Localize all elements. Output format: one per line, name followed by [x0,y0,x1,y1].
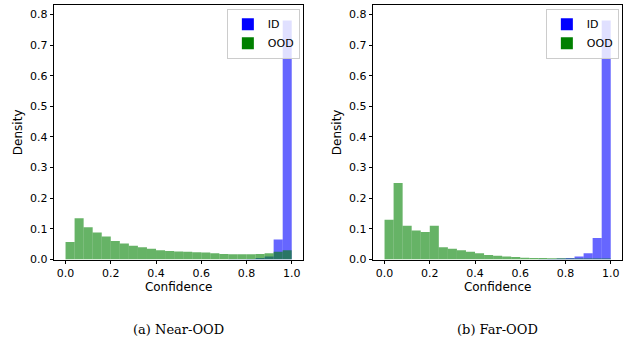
svg-text:1.0: 1.0 [602,267,620,280]
svg-text:0.6: 0.6 [30,70,48,83]
svg-text:0.1: 0.1 [30,223,48,236]
svg-text:0.4: 0.4 [349,131,367,144]
svg-text:Confidence: Confidence [145,280,212,294]
svg-text:0.6: 0.6 [193,267,211,280]
svg-text:OOD: OOD [268,37,294,50]
svg-text:0.4: 0.4 [30,131,48,144]
svg-text:0.2: 0.2 [421,267,439,280]
svg-text:1.0: 1.0 [283,267,301,280]
svg-text:0.4: 0.4 [466,267,484,280]
svg-text:0.8: 0.8 [30,8,48,21]
svg-text:Confidence: Confidence [464,280,531,294]
svg-text:0.1: 0.1 [349,223,367,236]
svg-text:0.2: 0.2 [30,192,48,205]
svg-text:0.2: 0.2 [102,267,120,280]
svg-text:ID: ID [268,18,280,31]
svg-text:(a) Near-OOD: (a) Near-OOD [133,322,224,337]
svg-text:0.0: 0.0 [30,253,48,266]
svg-text:0.7: 0.7 [349,39,367,52]
svg-text:0.3: 0.3 [30,161,48,174]
svg-text:0.2: 0.2 [349,192,367,205]
svg-text:ID: ID [587,18,599,31]
svg-text:0.0: 0.0 [57,267,75,280]
svg-text:0.0: 0.0 [376,267,394,280]
svg-text:0.3: 0.3 [349,161,367,174]
svg-text:OOD: OOD [587,37,613,50]
svg-text:0.4: 0.4 [147,267,165,280]
svg-text:Density: Density [330,110,344,156]
svg-text:(b) Far-OOD: (b) Far-OOD [457,322,538,337]
svg-text:0.8: 0.8 [557,267,575,280]
svg-text:0.6: 0.6 [349,70,367,83]
svg-text:0.7: 0.7 [30,39,48,52]
svg-text:0.8: 0.8 [349,8,367,21]
svg-text:0.8: 0.8 [238,267,256,280]
svg-text:0.5: 0.5 [30,100,48,113]
svg-text:Density: Density [11,110,25,156]
svg-text:0.0: 0.0 [349,253,367,266]
svg-text:0.5: 0.5 [349,100,367,113]
svg-text:0.6: 0.6 [512,267,530,280]
